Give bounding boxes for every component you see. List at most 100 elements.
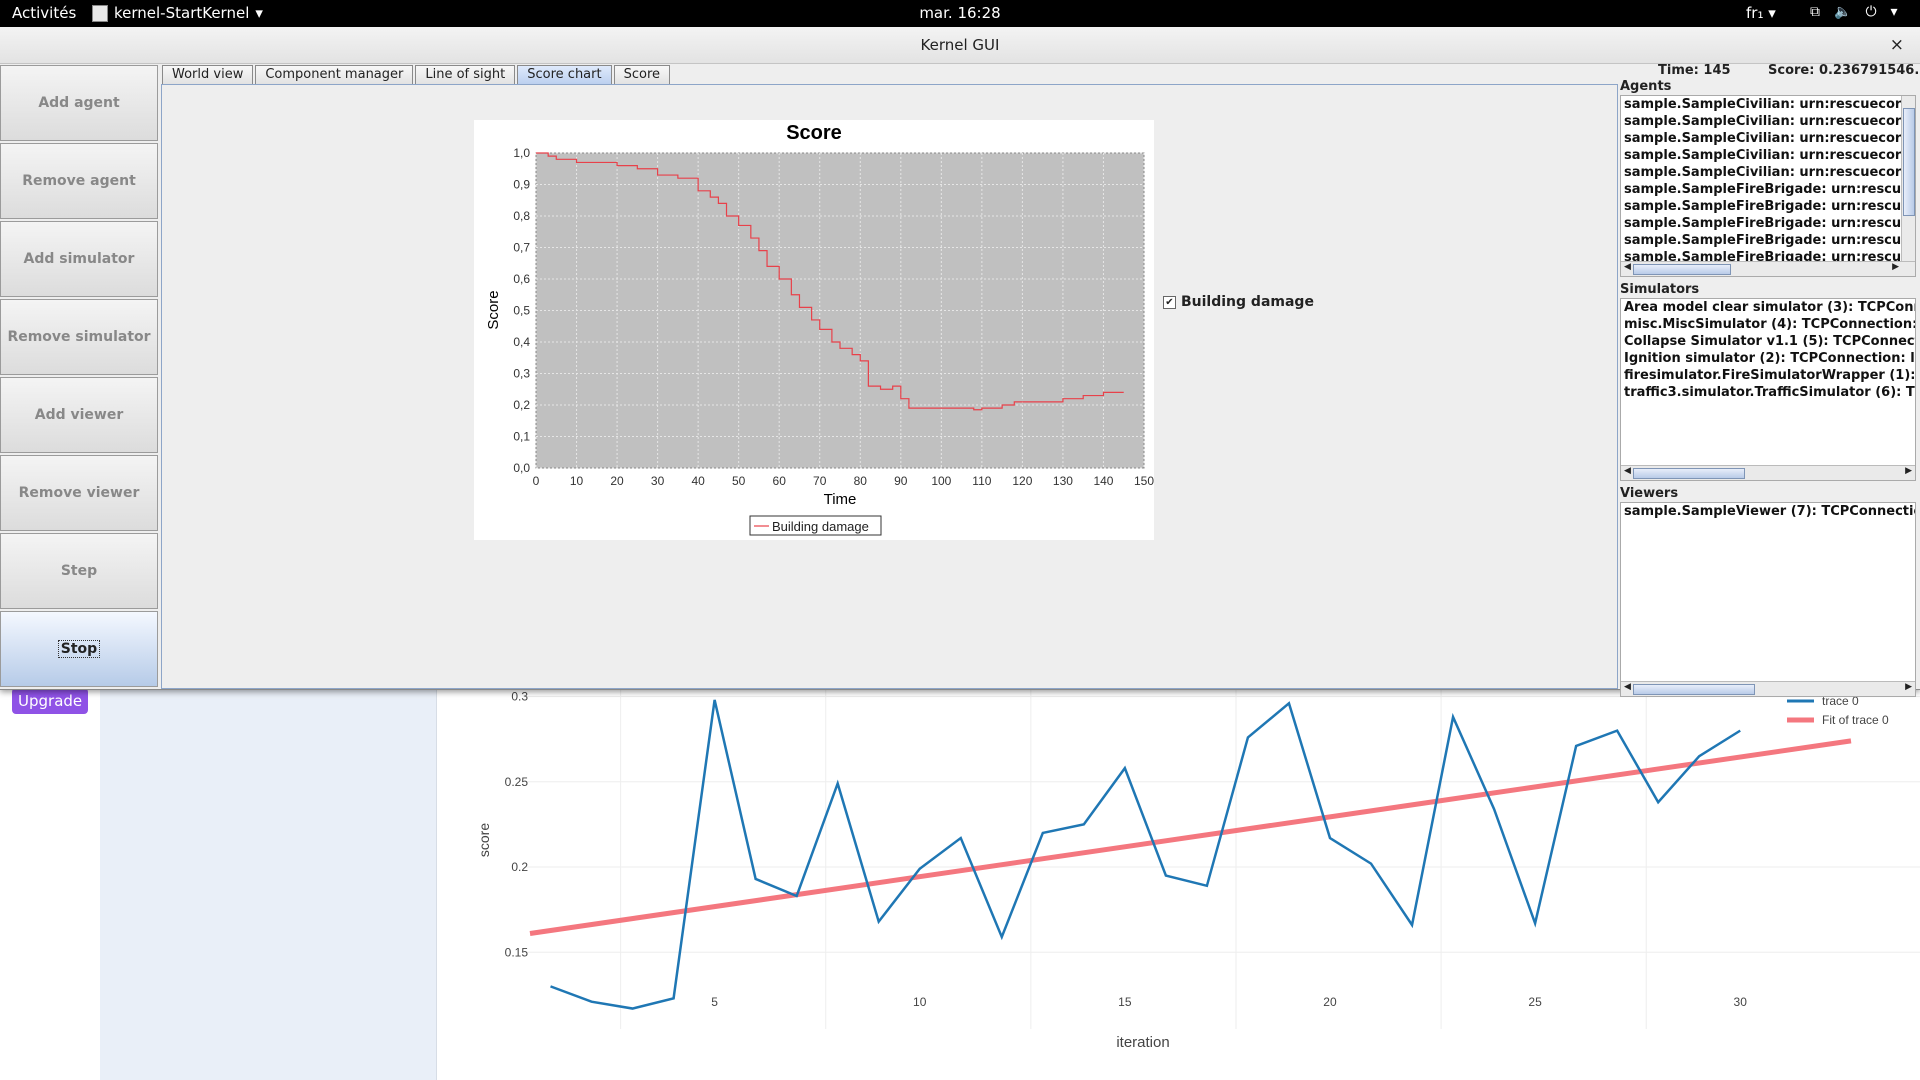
x-tick-label: 20 [610,474,624,488]
x-tick-label: 120 [1012,474,1032,488]
simulators-list[interactable]: Area model clear simulator (3): TCPConne… [1620,298,1916,481]
network-icon: ⧉ [1810,4,1820,20]
add-agent-button[interactable]: Add agent [0,65,158,141]
window-title: Kernel GUI [920,36,1000,54]
x-tick-label: 150 [1134,474,1154,488]
x-tick-label: 15 [1118,995,1132,1009]
simulator-list-item[interactable]: Collapse Simulator v1.1 (5): TCPConnecti… [1624,334,1916,349]
y-tick-label: 0.2 [511,860,528,874]
system-menu[interactable]: ⧉ 🔈 ⏻ ▾ [1810,4,1898,20]
x-tick-label: 80 [854,474,868,488]
app-menu[interactable]: kernel-StartKernel ▾ [92,4,263,22]
series-line-fit-of-trace-0 [529,738,1852,936]
agent-list-item[interactable]: sample.SampleFireBrigade: urn:rescue [1624,199,1910,214]
simulators-horizontal-scrollbar[interactable]: ◀ ▶ [1621,465,1915,480]
agents-section: Agents sample.SampleCivilian: urn:rescue… [1620,79,1916,277]
y-tick-label: 0,8 [513,209,530,223]
remove-simulator-button[interactable]: Remove simulator [0,299,158,375]
simulator-list-item[interactable]: misc.MiscSimulator (4): TCPConnection: l… [1624,317,1916,332]
viewers-list[interactable]: sample.SampleViewer (7): TCPConnection ◀… [1620,502,1916,697]
x-tick-label: 130 [1053,474,1073,488]
scroll-right-icon[interactable]: ▶ [1905,466,1912,476]
close-icon[interactable]: × [1889,35,1904,55]
agents-vertical-scrollbar[interactable] [1901,96,1915,262]
keyboard-layout-indicator[interactable]: fr₁ ▾ [1746,4,1776,22]
x-tick-label: 70 [813,474,827,488]
x-tick-label: 30 [651,474,665,488]
remove-viewer-button[interactable]: Remove viewer [0,455,158,531]
viewer-list-item[interactable]: sample.SampleViewer (7): TCPConnection [1624,504,1916,519]
system-top-bar: mar. 16:28 Activités kernel-StartKernel … [0,0,1920,27]
agent-list-item[interactable]: sample.SampleFireBrigade: urn:rescue [1624,233,1910,248]
agent-list-item[interactable]: sample.SampleCivilian: urn:rescuecore [1624,114,1911,129]
chart-legend: Building damage [749,515,882,536]
simulator-list-item[interactable]: Ignition simulator (2): TCPConnection: l… [1624,351,1916,366]
x-tick-label: 0 [533,474,540,488]
agent-list-item[interactable]: sample.SampleCivilian: urn:rescuecore [1624,131,1911,146]
legend[interactable]: trace 0 Fit of trace 0 [1787,694,1889,727]
background-sidebar [100,688,437,1080]
x-tick-label: 10 [570,474,584,488]
x-axis-label: iteration [1116,1034,1169,1051]
scroll-thumb[interactable] [1633,684,1755,695]
tab-world-view[interactable]: World view [162,65,254,84]
upgrade-button[interactable]: Upgrade [12,688,88,714]
scroll-thumb[interactable] [1633,468,1745,479]
checkbox[interactable]: ✔ [1163,295,1176,309]
y-axis-label: Score [485,290,502,329]
y-tick-label: 0,1 [513,430,530,444]
scroll-thumb[interactable] [1903,108,1915,216]
agent-list-item[interactable]: sample.SampleCivilian: urn:rescuecore [1624,97,1911,112]
agents-list[interactable]: sample.SampleCivilian: urn:rescuecore sam… [1620,95,1916,277]
agent-list-item[interactable]: sample.SampleCivilian: urn:rescuecore [1624,148,1911,163]
add-viewer-button[interactable]: Add viewer [0,377,158,453]
tab-component-manager[interactable]: Component manager [255,65,414,84]
y-tick-label: 0.3 [511,690,528,704]
remove-agent-button[interactable]: Remove agent [0,143,158,219]
x-tick-label: 30 [1734,995,1748,1009]
simulators-section: Simulators Area model clear simulator (3… [1620,282,1916,481]
window-titlebar[interactable]: Kernel GUI × [0,27,1920,64]
score-chart: Score 0 10 20 30 40 50 60 70 80 90 100 110 120 130 140… [474,120,1154,540]
agent-list-item[interactable]: sample.SampleFireBrigade: urn:rescue [1624,216,1910,231]
scroll-left-icon[interactable]: ◀ [1624,682,1631,692]
tab-score[interactable]: Score [613,65,671,84]
x-tick-label: 50 [732,474,746,488]
y-tick-label: 0,4 [513,335,530,349]
x-tick-label: 100 [931,474,951,488]
keyboard-layout-label: fr₁ [1746,4,1764,22]
chart-title: Score [786,122,842,144]
simulator-list-item[interactable]: traffic3.simulator.TrafficSimulator (6):… [1624,385,1916,400]
series-toggle-building-damage[interactable]: ✔ Building damage [1163,294,1314,310]
x-axis-label: Time [824,491,857,508]
java-app-icon [92,4,108,22]
scroll-left-icon[interactable]: ◀ [1624,466,1631,476]
x-tick-label: 25 [1528,995,1542,1009]
simulator-list-item[interactable]: Area model clear simulator (3): TCPConne [1624,300,1916,315]
power-icon: ⏻ [1865,4,1877,20]
add-simulator-button[interactable]: Add simulator [0,221,158,297]
agents-horizontal-scrollbar[interactable]: ◀ ▶ [1621,261,1915,276]
viewers-horizontal-scrollbar[interactable]: ◀ ▶ [1621,681,1915,696]
agent-list-item[interactable]: sample.SampleFireBrigade: urn:rescue [1624,182,1910,197]
y-tick-label: 0,0 [513,461,530,475]
legend-label-trace-0: trace 0 [1822,694,1859,708]
stop-button[interactable]: Stop [0,611,158,687]
agent-list-item[interactable]: sample.SampleCivilian: urn:rescuecore [1624,165,1911,180]
tab-score-chart[interactable]: Score chart [517,65,612,84]
background-app: Upgrade 5 10 15 20 25 30 0.15 0.2 0.25 0.3 iterat… [0,688,1920,1080]
scroll-left-icon[interactable]: ◀ [1624,262,1631,272]
clock[interactable]: mar. 16:28 [919,4,1001,22]
score-status: Score: 0.236791546... [1768,63,1920,78]
chevron-down-icon: ▾ [255,4,263,22]
scroll-right-icon[interactable]: ▶ [1905,682,1912,692]
x-tick-label: 40 [691,474,705,488]
simulator-list-item[interactable]: firesimulator.FireSimulatorWrapper (1): … [1624,368,1916,383]
step-button[interactable]: Step [0,533,158,609]
y-tick-label: 0,9 [513,178,530,192]
scroll-right-icon[interactable]: ▶ [1892,262,1899,272]
activities-button[interactable]: Activités [12,4,77,22]
scroll-thumb[interactable] [1633,264,1731,275]
iteration-score-plot: 5 10 15 20 25 30 0.15 0.2 0.25 0.3 iteration scor… [476,688,1920,1051]
tab-line-of-sight[interactable]: Line of sight [415,65,516,84]
